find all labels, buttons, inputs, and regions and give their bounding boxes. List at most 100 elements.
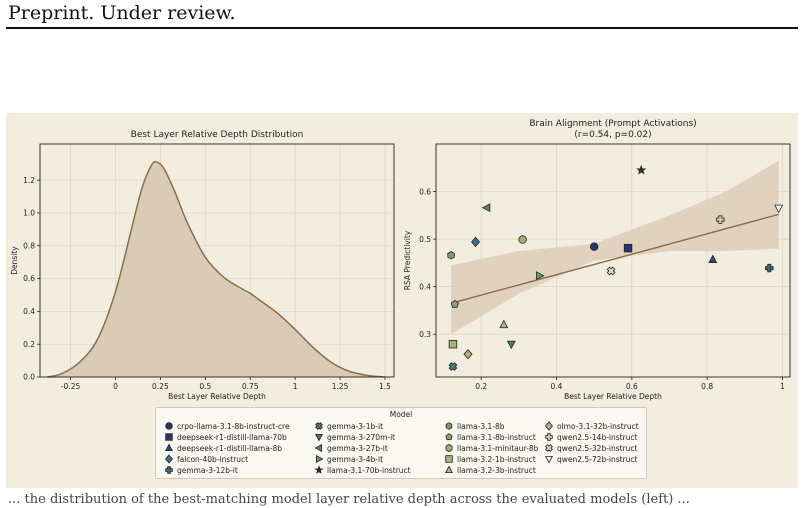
scatter-point <box>471 236 481 248</box>
legend-label: gemma-3-1b-it <box>327 421 384 431</box>
density-ylabel: Density <box>10 246 19 275</box>
legend-marker-svg <box>314 465 324 474</box>
header-rule <box>6 27 798 29</box>
scatter-subtitle: (r=0.54, p=0.02) <box>574 130 651 140</box>
scatter-point <box>450 299 459 308</box>
legend-item: llama-3.2-3b-instruct <box>444 464 536 475</box>
density-title: Best Layer Relative Depth Distribution <box>131 130 304 140</box>
legend-marker-shape <box>445 422 453 430</box>
legend-marker <box>444 465 454 475</box>
density-area <box>47 161 386 377</box>
legend-marker-svg <box>315 433 323 442</box>
legend-item: llama-3.1-minitaur-8b <box>444 442 538 453</box>
body-text: ... the distribution of the best-matchin… <box>8 492 690 507</box>
legend-marker-svg <box>545 421 553 431</box>
scatter-axes-frame <box>435 143 791 378</box>
scatter-point <box>518 235 527 244</box>
scatter-point <box>589 242 599 251</box>
density-axes-frame <box>39 143 395 378</box>
legend-item: llama-3.1-8b <box>444 420 505 431</box>
legend-item: crpo-llama-3.1-8b-instruct-cre <box>164 420 290 431</box>
scatter-point <box>463 349 473 360</box>
scatter-point <box>447 251 455 260</box>
legend-marker-svg <box>545 433 553 441</box>
density-xtick-label: -0.25 <box>61 382 81 391</box>
regression-confidence-band <box>451 160 779 335</box>
legend-label: crpo-llama-3.1-8b-instruct-cre <box>177 421 290 431</box>
legend-marker-svg <box>165 454 173 464</box>
legend-marker-svg <box>445 433 453 441</box>
legend-marker-shape <box>165 466 173 474</box>
legend: Model crpo-llama-3.1-8b-instruct-cre deep… <box>155 407 647 479</box>
legend-marker-svg <box>165 443 173 452</box>
legend-label: gemma-3-27b-it <box>327 443 388 453</box>
density-ytick-label: 1.0 <box>23 209 35 218</box>
legend-item: deepseek-r1-distill-llama-70b <box>164 431 287 442</box>
legend-marker-shape-shape <box>315 422 323 430</box>
legend-label: qwen2.5-32b-instruct <box>557 443 638 453</box>
scatter-ytick-label: 0.6 <box>419 187 431 196</box>
scatter-point <box>481 203 491 213</box>
legend-marker-svg <box>545 444 553 452</box>
legend-label: gemma-3-270m-it <box>327 432 396 442</box>
legend-label: llama-3.1-8b <box>457 421 505 431</box>
density-xtick-label: 0.75 <box>242 382 259 391</box>
legend-marker-svg <box>445 444 453 452</box>
legend-label: llama-3.1-8b-instruct <box>457 432 536 442</box>
scatter-point <box>765 263 774 273</box>
legend-marker-shape <box>545 455 553 464</box>
page-header: Preprint. Under review. <box>8 2 236 24</box>
legend-marker-shape <box>445 455 453 463</box>
scatter-point-shape <box>606 266 616 276</box>
legend-marker-svg <box>314 444 323 452</box>
legend-marker-svg <box>165 466 173 474</box>
legend-marker <box>164 465 174 475</box>
legend-marker <box>164 443 174 453</box>
legend-marker-shape <box>165 454 173 464</box>
legend-label: deepseek-r1-distill-llama-8b <box>177 443 283 453</box>
scatter-xtick-label: 0.2 <box>475 382 487 391</box>
legend-marker <box>314 443 324 453</box>
legend-marker-svg <box>445 465 453 474</box>
density-xlabel: Best Layer Relative Depth <box>168 392 266 401</box>
scatter-point <box>708 254 718 263</box>
legend-marker-shape <box>165 422 173 430</box>
density-curve <box>47 161 386 378</box>
scatter-xtick-label: 1 <box>780 382 785 391</box>
regression-line <box>450 213 779 304</box>
legend-marker <box>314 421 324 431</box>
legend-label: qwen2.5-72b-instruct <box>557 454 638 464</box>
legend-marker-svg <box>165 422 173 430</box>
density-ytick-label: 0.8 <box>23 241 35 250</box>
legend-label: llama-3.1-70b-instruct <box>327 465 411 475</box>
legend-marker <box>314 432 324 442</box>
legend-label: deepseek-r1-distill-llama-70b <box>177 432 287 442</box>
density-xtick-label: 0 <box>113 382 118 391</box>
legend-label: llama-3.2-3b-instruct <box>457 465 536 475</box>
legend-label: gemma-3-4b-it <box>327 454 384 464</box>
legend-marker-shape <box>445 444 453 452</box>
scatter-xtick-label: 0.8 <box>701 382 713 391</box>
scatter-point <box>623 243 633 253</box>
legend-marker-svg <box>445 422 453 430</box>
legend-item: falcon-40b-instruct <box>164 453 248 464</box>
legend-marker-shape <box>545 433 553 441</box>
legend-marker <box>444 421 454 431</box>
legend-marker-svg <box>445 455 453 463</box>
scatter-point <box>499 319 509 329</box>
density-xtick-label: 1.25 <box>332 382 349 391</box>
legend-item: olmo-3.1-32b-instruct <box>544 420 639 431</box>
density-ytick-label: 1.2 <box>23 176 35 185</box>
density-ytick-label: 0.4 <box>23 307 35 316</box>
scatter-xtick-label: 0.4 <box>551 382 563 391</box>
legend-label: gemma-3-12b-it <box>177 465 238 475</box>
legend-marker-shape <box>314 444 323 452</box>
legend-label: olmo-3.1-32b-instruct <box>557 421 639 431</box>
legend-marker-shape <box>315 455 324 463</box>
density-xtick-label: 1 <box>293 382 298 391</box>
legend-marker <box>314 454 324 464</box>
scatter-point-shape <box>448 362 458 371</box>
legend-item: gemma-3-1b-it <box>314 420 383 431</box>
legend-item: qwen2.5-32b-instruct <box>544 442 638 453</box>
legend-marker <box>164 454 174 464</box>
